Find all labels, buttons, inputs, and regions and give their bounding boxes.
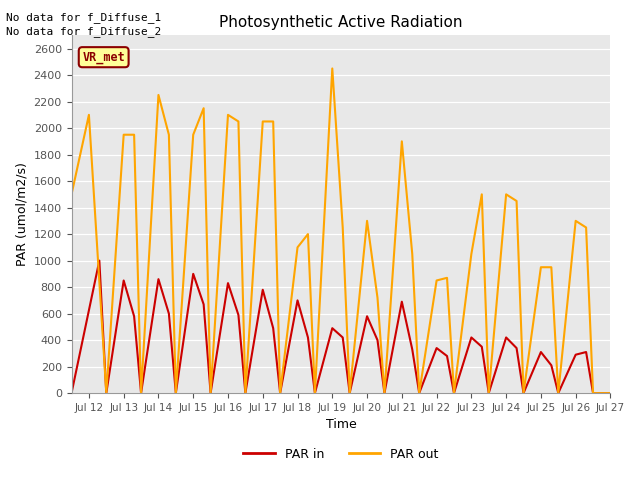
Y-axis label: PAR (umol/m2/s): PAR (umol/m2/s) bbox=[15, 162, 28, 266]
Text: No data for f_Diffuse_2: No data for f_Diffuse_2 bbox=[6, 26, 162, 37]
X-axis label: Time: Time bbox=[326, 419, 356, 432]
Legend: PAR in, PAR out: PAR in, PAR out bbox=[238, 443, 444, 466]
Text: VR_met: VR_met bbox=[83, 51, 125, 64]
Text: No data for f_Diffuse_1: No data for f_Diffuse_1 bbox=[6, 12, 162, 23]
Title: Photosynthetic Active Radiation: Photosynthetic Active Radiation bbox=[220, 15, 463, 30]
